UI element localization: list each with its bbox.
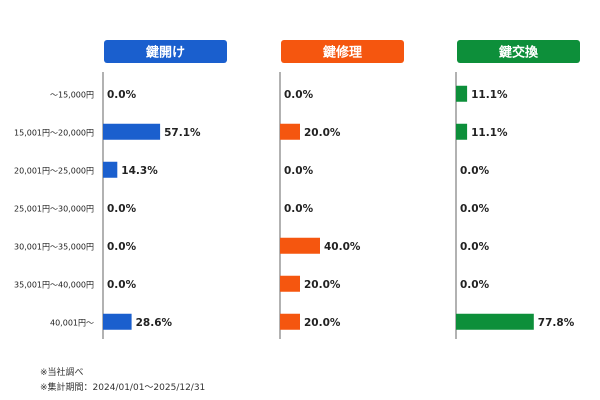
footnotes: ※当社調べ ※集計期間：2024/01/01～2025/12/31 [40,366,205,396]
data-label: 20.0% [304,317,341,329]
bar [280,123,300,140]
data-label: 0.0% [284,89,314,101]
bar [103,313,132,330]
data-label: 28.6% [136,317,173,329]
bar [280,313,300,330]
category-label: 35,001円～40,000円 [14,280,94,289]
series-header-pill [281,40,404,63]
data-label: 11.1% [471,89,508,101]
category-label: 40,001円～ [50,318,94,327]
data-label: 0.0% [107,279,137,291]
category-label: 30,001円～35,000円 [14,242,94,251]
bar [103,123,161,140]
data-label: 0.0% [107,89,137,101]
data-label: 40.0% [324,241,361,253]
footnote-source: ※当社調べ [40,368,84,378]
data-label: 20.0% [304,127,341,139]
data-label: 0.0% [460,279,490,291]
footnote-period: ※集計期間：2024/01/01～2025/12/31 [40,383,206,393]
series-header-pill [104,40,227,63]
series-header-label: 鍵修理 [323,45,362,61]
data-label: 57.1% [164,127,201,139]
data-label: 0.0% [460,165,490,177]
data-label: 14.3% [121,165,158,177]
series-header-pill [457,40,580,63]
data-label: 0.0% [284,165,314,177]
data-label: 77.8% [538,317,575,329]
series-header-label: 鍵開け [146,45,185,61]
data-label: 0.0% [460,203,490,215]
bar [456,85,468,102]
category-label: 25,001円～30,000円 [14,204,94,213]
data-label: 11.1% [471,127,508,139]
data-label: 20.0% [304,279,341,291]
bar [103,161,118,178]
data-label: 0.0% [107,203,137,215]
category-label: 20,001円～25,000円 [14,166,94,175]
bar [456,123,468,140]
data-label: 0.0% [284,203,314,215]
category-label: 15,001円～20,000円 [14,128,94,137]
bar [280,275,300,292]
data-label: 0.0% [460,241,490,253]
category-label: ～15,000円 [50,90,94,99]
bar [280,237,320,254]
data-label: 0.0% [107,241,137,253]
series-header-label: 鍵交換 [499,45,539,61]
bar [456,313,534,330]
